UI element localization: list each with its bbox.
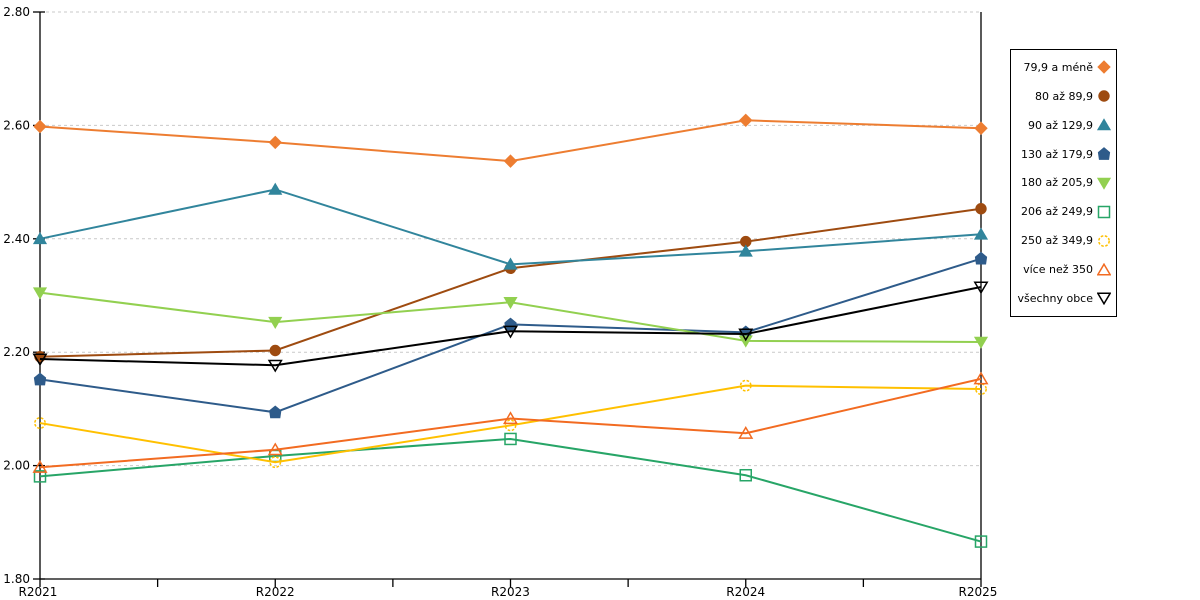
data-point-marker [974,251,988,265]
legend-item-label: 250 až 349,9 [1021,234,1093,248]
data-point-marker [504,317,517,331]
x-tick-label: R2021 [19,585,58,599]
data-point-marker [32,232,48,245]
x-tick-label: R2025 [959,585,998,599]
series-line [39,384,982,464]
y-tick-label: 2.80 [3,5,30,19]
data-point-marker [267,359,283,373]
data-point-marker [973,336,989,349]
y-tick-label: 2.00 [3,459,30,473]
data-point-marker [268,182,283,195]
data-point-marker [738,244,753,257]
data-point-marker [33,470,47,483]
data-point-marker [738,328,754,342]
legend-marker-icon [1098,234,1110,247]
data-point-marker [973,281,989,295]
legend-marker-icon [1097,177,1111,190]
legend-marker-icon [1097,292,1111,306]
data-point-marker [503,154,518,168]
y-tick-label: 2.40 [3,232,30,246]
data-point-marker [269,344,281,357]
legend-item-label: 180 až 205,9 [1021,176,1093,190]
legend-item: 90 až 129,9 [1015,118,1111,132]
legend-item-label: 206 až 249,9 [1021,205,1093,219]
legend-item: 80 až 89,9 [1015,89,1111,103]
legend-item: všechny obce [1015,291,1111,306]
data-point-marker [502,411,519,425]
data-point-marker [738,425,754,439]
series-1 [33,113,988,168]
series-line [39,188,982,266]
legend-item: 79,9 a méně [1015,60,1111,75]
legend-item: 206 až 249,9 [1015,205,1111,219]
data-point-marker [975,203,987,215]
data-point-marker [739,468,752,482]
data-point-marker [32,287,48,300]
data-point-marker [504,419,517,432]
series-8 [32,371,989,473]
data-point-marker [975,383,987,396]
data-point-marker [269,405,282,419]
y-tick-label: 1.80 [3,572,30,586]
legend-marker-icon [1097,205,1111,219]
data-point-marker [268,135,282,150]
y-tick-label: 2.20 [3,345,30,359]
data-point-marker [32,460,48,473]
legend-item-label: všechny obce [1017,291,1093,305]
series-6 [33,432,988,548]
series-line [39,437,982,543]
data-point-marker [739,113,753,128]
legend-item-label: 80 až 89,9 [1035,89,1093,103]
legend-marker-icon [1097,147,1111,160]
legend-item-label: více než 350 [1023,263,1093,277]
series-4 [33,251,988,419]
legend-marker-icon [1098,90,1110,103]
x-tick-label: R2022 [256,585,295,599]
data-point-marker [973,227,989,240]
legend-item: 130 až 179,9 [1015,147,1111,161]
x-tick-label: R2024 [726,585,765,599]
data-point-marker [503,297,518,310]
data-point-marker [34,351,46,363]
series-3 [32,182,989,270]
legend-item-label: 79,9 a méně [1023,60,1093,74]
legend-item: více než 350 [1015,262,1111,277]
x-tick-label: R2023 [491,585,530,599]
data-point-marker [267,442,283,456]
y-tick-label: 2.60 [3,118,30,132]
legend-marker-icon [1097,262,1111,276]
legend-item: 180 až 205,9 [1015,176,1111,190]
series-line [39,377,982,469]
chart-legend: 79,9 a méně 80 až 89,9 90 až 129,9 130 až 1… [1010,49,1117,317]
series-line [39,257,982,414]
data-point-marker [269,456,282,469]
legend-item-label: 130 až 179,9 [1021,147,1093,161]
data-point-marker [739,379,752,392]
data-point-marker [34,417,46,430]
data-point-marker [504,432,517,446]
legend-item-label: 90 až 129,9 [1028,118,1093,132]
data-point-marker [973,371,989,385]
data-point-marker [33,119,47,134]
data-point-marker [268,316,283,329]
data-point-marker [502,325,519,339]
series-5 [32,287,989,349]
data-point-marker [974,535,988,548]
series-line [39,207,982,358]
data-point-marker [974,121,988,135]
legend-item: 250 až 349,9 [1015,234,1111,248]
data-point-marker [738,335,753,348]
legend-marker-icon [1097,118,1111,131]
legend-marker-icon [1097,60,1111,75]
series-line [39,286,982,367]
data-point-marker [503,257,518,270]
series-7 [34,379,987,469]
data-point-marker [32,353,48,367]
data-point-marker [33,372,47,386]
series-9 [32,281,989,373]
